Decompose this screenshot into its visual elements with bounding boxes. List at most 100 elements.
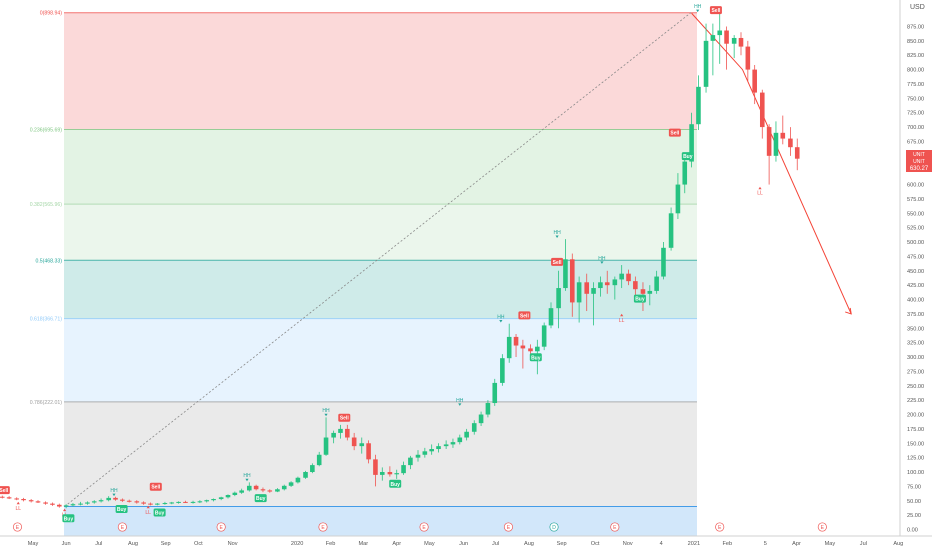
- trendline-layer[interactable]: [64, 12, 852, 507]
- price-tick-label: 100.00: [907, 470, 924, 476]
- buy-signal-label: Buy: [531, 355, 541, 361]
- hh-marker-label: HH: [322, 408, 330, 414]
- candle: [288, 481, 294, 487]
- event-marker-circle: [610, 522, 620, 532]
- price-tick-label: 600.00: [907, 183, 924, 189]
- candle-body: [556, 288, 561, 309]
- price-tick-label: 125.00: [907, 456, 924, 462]
- candle-body: [696, 86, 701, 125]
- candle-body: [106, 497, 111, 501]
- sell-signal-label: Sell: [151, 485, 161, 491]
- candle-body: [387, 472, 393, 475]
- hh-marker-label: HH: [598, 256, 606, 262]
- price-tick-label: 550.00: [907, 211, 924, 217]
- candle: [351, 432, 357, 451]
- candle: [91, 500, 97, 504]
- candle-body: [120, 499, 125, 501]
- event-marker-circle: [715, 522, 725, 532]
- candle-body: [56, 504, 62, 507]
- sell-signal-label: Sell: [670, 131, 680, 137]
- candle-body: [604, 282, 610, 286]
- candle: [253, 484, 259, 491]
- candle-body: [584, 282, 590, 294]
- event-marker-circle: [503, 522, 513, 532]
- ll-marker-triangle: [146, 505, 150, 509]
- candle: [85, 501, 90, 505]
- candle: [6, 496, 12, 500]
- time-axis[interactable]: May Jun Jul Aug Sep Oct Nov 2020 Feb Mar Apr May Jun…: [0, 535, 932, 547]
- candle: [745, 40, 751, 82]
- candle: [78, 501, 83, 506]
- ll-marker-label: LL: [15, 506, 21, 512]
- candle: [471, 420, 477, 435]
- candle-body: [366, 443, 371, 460]
- candle: [21, 497, 26, 502]
- candle: [0, 495, 5, 499]
- candle-body: [6, 497, 12, 499]
- candle-body: [260, 489, 266, 491]
- candle-body: [253, 485, 259, 490]
- candle: [429, 444, 434, 455]
- time-tick-label: May: [28, 541, 39, 547]
- candle-body: [351, 437, 357, 447]
- candle: [788, 127, 793, 156]
- price-tick-label: 275.00: [907, 369, 924, 375]
- candle: [492, 378, 498, 406]
- candle: [106, 496, 111, 502]
- candle: [63, 504, 69, 509]
- candle: [457, 434, 463, 445]
- candle-body: [682, 161, 688, 185]
- price-tick-label: 300.00: [907, 355, 924, 361]
- candle-body: [436, 446, 441, 450]
- candle-body: [548, 308, 554, 326]
- candle: [204, 499, 210, 503]
- price-tick-label: 450.00: [907, 269, 924, 275]
- candle-body: [766, 127, 772, 156]
- candle-body: [331, 432, 336, 438]
- candles-layer: [0, 12, 800, 509]
- candle: [408, 455, 413, 470]
- candle: [379, 467, 385, 481]
- price-axis[interactable]: USD 875.00 850.00 825.00 800.00 775.00 750.00…: [899, 0, 932, 550]
- candle: [541, 322, 547, 351]
- fib-band-4: [64, 318, 697, 402]
- candle: [604, 270, 610, 294]
- candle-body: [569, 259, 575, 303]
- candle-body: [773, 132, 779, 156]
- fib-level-label: 0.5(468.33): [35, 258, 62, 264]
- hh-marker-label: HH: [110, 488, 118, 494]
- time-tick-label: Feb: [722, 541, 732, 547]
- candle: [190, 500, 196, 504]
- candle-body: [752, 69, 757, 93]
- buy-signal-label: Buy: [683, 154, 693, 160]
- sell-signal-label: Sell: [553, 260, 563, 266]
- candle-body: [232, 492, 238, 496]
- candle: [56, 503, 62, 508]
- candle: [113, 496, 118, 501]
- price-tick-label: 150.00: [907, 441, 924, 447]
- candle-body: [422, 451, 428, 455]
- last-price-badge: UNIT UNIT 630.27: [906, 150, 932, 172]
- fibonacci-retracement[interactable]: 0(898.94) 0.236(695.69) 0.382(565.96) 0.5(4…: [30, 11, 697, 536]
- price-tick-label: 200.00: [907, 413, 924, 419]
- price-tick-label: 375.00: [907, 312, 924, 318]
- buy-signal-label: Buy: [155, 511, 165, 517]
- time-tick-label: Jul: [95, 541, 102, 547]
- candle: [752, 64, 757, 105]
- hh-marker-triangle: [245, 478, 249, 482]
- candle: [35, 500, 41, 504]
- buy-signal-box: [62, 514, 75, 523]
- time-tick-label: Feb: [326, 541, 336, 547]
- candle: [738, 32, 744, 56]
- price-tick-label: 25.00: [907, 513, 921, 519]
- candle: [766, 124, 772, 185]
- candle-body: [401, 465, 406, 474]
- ll-marker-triangle: [16, 501, 20, 505]
- ll-marker-triangle: [620, 313, 624, 317]
- candle-body: [535, 346, 540, 352]
- candle-body: [675, 184, 681, 214]
- buy-signal-label: Buy: [635, 297, 645, 303]
- event-marker-label: E: [507, 525, 511, 531]
